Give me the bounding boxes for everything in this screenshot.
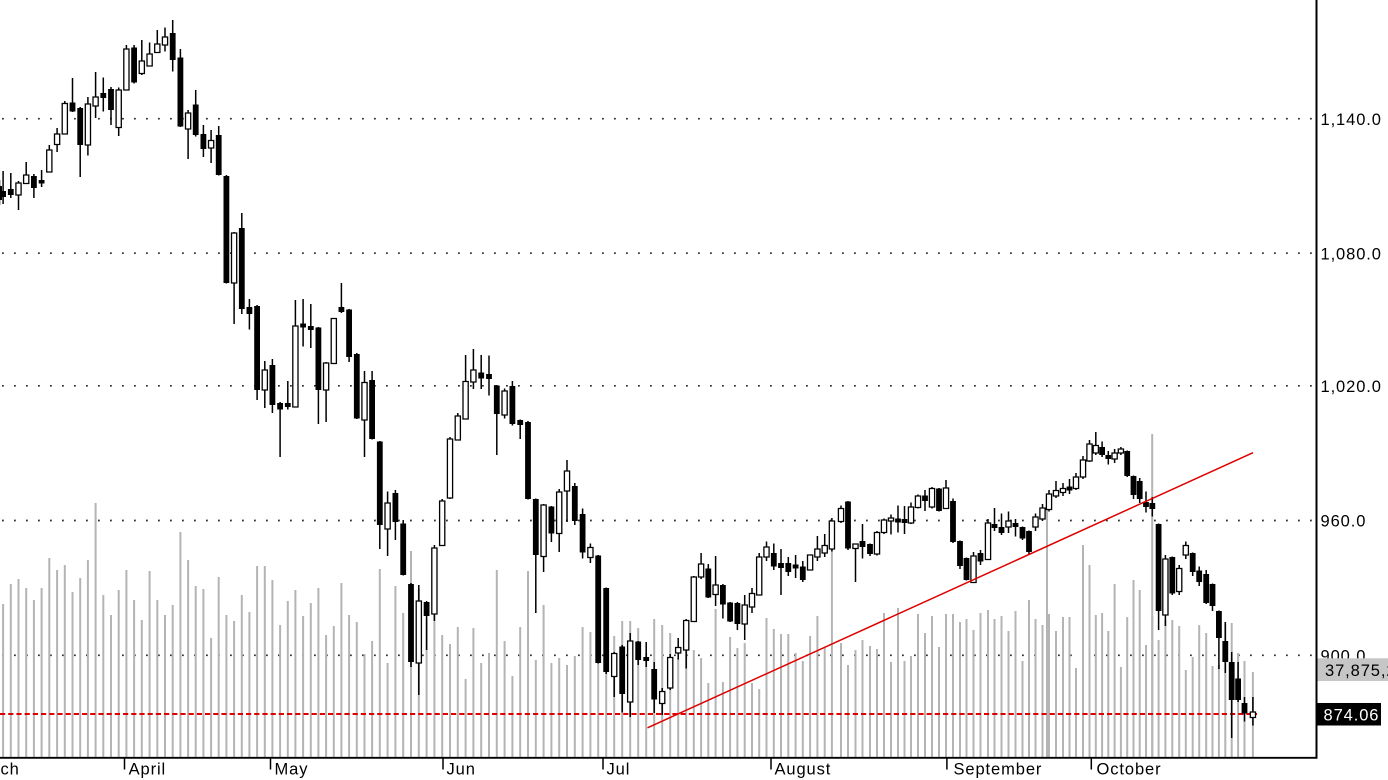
svg-text:874.06: 874.06 — [1324, 706, 1380, 724]
svg-text:May: May — [275, 761, 309, 779]
svg-text:September: September — [954, 761, 1043, 779]
svg-text:August: August — [775, 761, 832, 779]
svg-text:October: October — [1097, 761, 1162, 779]
svg-text:1,080.0: 1,080.0 — [1321, 245, 1382, 263]
svg-text:April: April — [129, 761, 167, 779]
svg-text:Jun: Jun — [447, 761, 476, 779]
svg-text:1,140.0: 1,140.0 — [1321, 111, 1382, 129]
svg-text:1,020.0: 1,020.0 — [1321, 378, 1382, 396]
svg-text:960.0: 960.0 — [1321, 512, 1367, 530]
svg-text:Jul: Jul — [607, 761, 631, 779]
svg-text:ch: ch — [1, 761, 20, 779]
svg-text:37,875,2: 37,875,2 — [1325, 662, 1388, 680]
